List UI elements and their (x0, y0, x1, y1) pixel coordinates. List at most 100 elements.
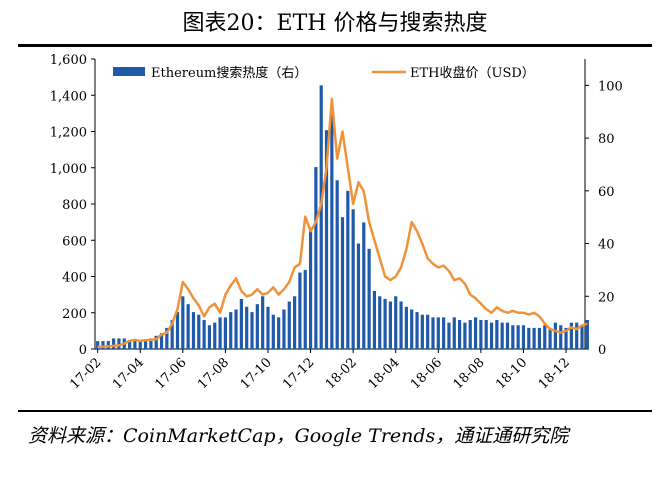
top-rule (18, 44, 652, 47)
bar (575, 322, 579, 349)
x-tick-label: 17-04 (110, 355, 147, 392)
x-tick-label: 18-06 (408, 355, 445, 392)
bar (223, 317, 227, 349)
bar (154, 335, 158, 349)
bar (175, 312, 180, 349)
bar (96, 341, 100, 349)
bar (303, 269, 307, 349)
bar (458, 320, 462, 349)
bar (218, 317, 222, 349)
bar (410, 309, 414, 349)
y-tick-label: 1,000 (50, 162, 87, 177)
bar (282, 309, 286, 349)
bar (463, 322, 467, 349)
bar (191, 312, 196, 349)
bar (378, 296, 382, 349)
x-tick-label: 17-10 (238, 355, 275, 392)
bar (266, 306, 270, 349)
bar (436, 317, 440, 349)
bar (489, 322, 494, 349)
bar (117, 338, 121, 349)
bar (340, 217, 345, 349)
bar (324, 130, 329, 349)
bar (452, 317, 456, 349)
bar (271, 314, 275, 349)
bar (468, 320, 472, 349)
bar (500, 322, 504, 349)
bar (442, 317, 446, 349)
bar (426, 314, 430, 349)
y-tick-label: 1,400 (50, 89, 87, 104)
bar (447, 322, 451, 349)
bar (159, 333, 164, 349)
bar (548, 327, 552, 349)
bar (404, 306, 408, 349)
bar (511, 325, 515, 349)
x-tick-label: 18-10 (493, 355, 530, 392)
bar (543, 325, 547, 349)
bar (186, 304, 190, 349)
bar (537, 327, 542, 349)
bar (473, 317, 478, 349)
y-tick-label: 200 (62, 307, 87, 322)
bar (229, 312, 233, 349)
bar (415, 312, 419, 349)
bar (516, 325, 520, 349)
bar (308, 227, 313, 349)
bar (521, 325, 526, 349)
x-tick-label: 18-02 (323, 355, 360, 392)
bar (367, 248, 371, 349)
bar (394, 296, 398, 349)
x-tick-label: 18-12 (536, 355, 573, 392)
bar (245, 306, 249, 349)
y-tick-label: 800 (62, 198, 87, 213)
bar (431, 317, 435, 349)
bar (346, 190, 350, 349)
bar (197, 314, 201, 349)
bar (479, 320, 483, 349)
y2-tick-label: 0 (598, 343, 606, 358)
bar (207, 325, 212, 349)
bar (383, 298, 387, 349)
bar (234, 309, 238, 349)
bar (101, 341, 105, 349)
bar (255, 304, 259, 349)
bar (202, 320, 206, 349)
legend-label: Ethereum搜索热度（右） (151, 65, 307, 81)
bar (559, 325, 563, 349)
x-tick-label: 17-06 (153, 355, 190, 392)
bar (143, 341, 148, 349)
y-tick-label: 400 (62, 271, 87, 286)
y-tick-label: 600 (62, 234, 87, 249)
bar (495, 320, 499, 349)
bar (293, 296, 297, 349)
legend-label: ETH收盘价（USD） (410, 65, 535, 81)
bar (213, 322, 217, 349)
bar (239, 298, 243, 349)
x-tick-label: 17-02 (67, 355, 104, 392)
bar (277, 317, 281, 349)
bar (170, 320, 174, 349)
x-tick-label: 17-08 (195, 355, 232, 392)
bar (250, 312, 254, 349)
bar (330, 114, 334, 349)
bar (527, 327, 531, 349)
bar (128, 341, 132, 349)
bar (585, 320, 589, 349)
bar (298, 272, 302, 349)
bar (372, 291, 377, 349)
bar (420, 314, 424, 349)
bar (314, 167, 318, 349)
bar (388, 301, 392, 349)
x-tick-label: 17-12 (280, 355, 317, 392)
bar (580, 325, 584, 349)
bar (564, 327, 568, 349)
bar (351, 209, 355, 349)
x-tick-label: 18-04 (365, 355, 402, 392)
y-tick-label: 1,600 (50, 53, 87, 68)
y-tick-label: 0 (79, 343, 87, 358)
x-tick-label: 18-08 (451, 355, 488, 392)
bar (505, 322, 510, 349)
bar (569, 322, 573, 349)
